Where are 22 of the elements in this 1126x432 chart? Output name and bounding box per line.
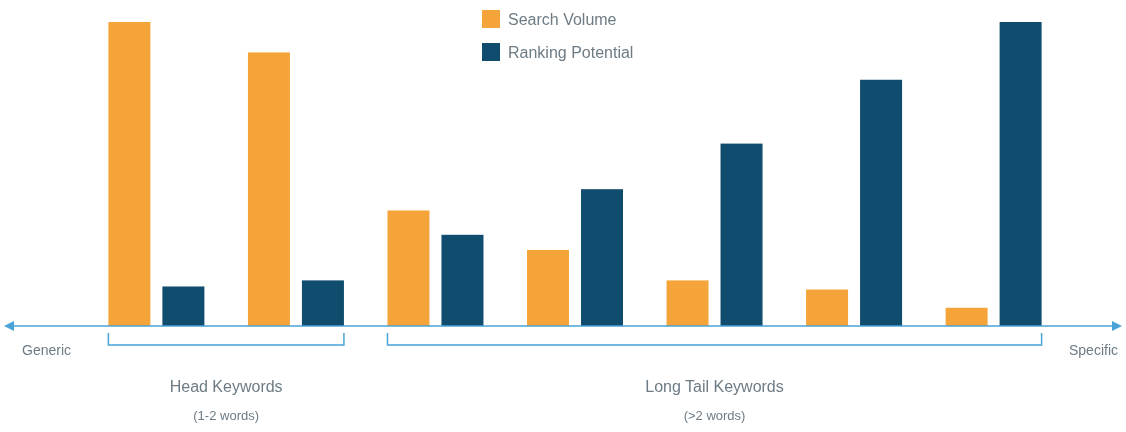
legend-label: Ranking Potential <box>508 44 634 61</box>
bar <box>527 250 569 326</box>
text: Specific <box>1068 342 1118 358</box>
bar <box>666 280 709 326</box>
bar <box>860 79 903 326</box>
text: Head Keywords <box>169 378 283 395</box>
bar <box>581 189 623 326</box>
text: Long Tail Keywords <box>645 378 784 395</box>
bar <box>999 22 1042 326</box>
text: (>2 words) <box>683 408 746 423</box>
bar <box>301 280 344 326</box>
legend-label: Search Volume <box>508 11 617 28</box>
bar <box>108 22 151 326</box>
bar <box>387 210 430 326</box>
bar <box>806 289 849 326</box>
bar <box>247 52 290 326</box>
text: (1-2 words) <box>193 408 260 423</box>
bar <box>162 286 205 326</box>
bar <box>945 307 988 326</box>
bar <box>441 234 484 326</box>
bar <box>720 143 763 326</box>
text: Generic <box>22 342 72 358</box>
